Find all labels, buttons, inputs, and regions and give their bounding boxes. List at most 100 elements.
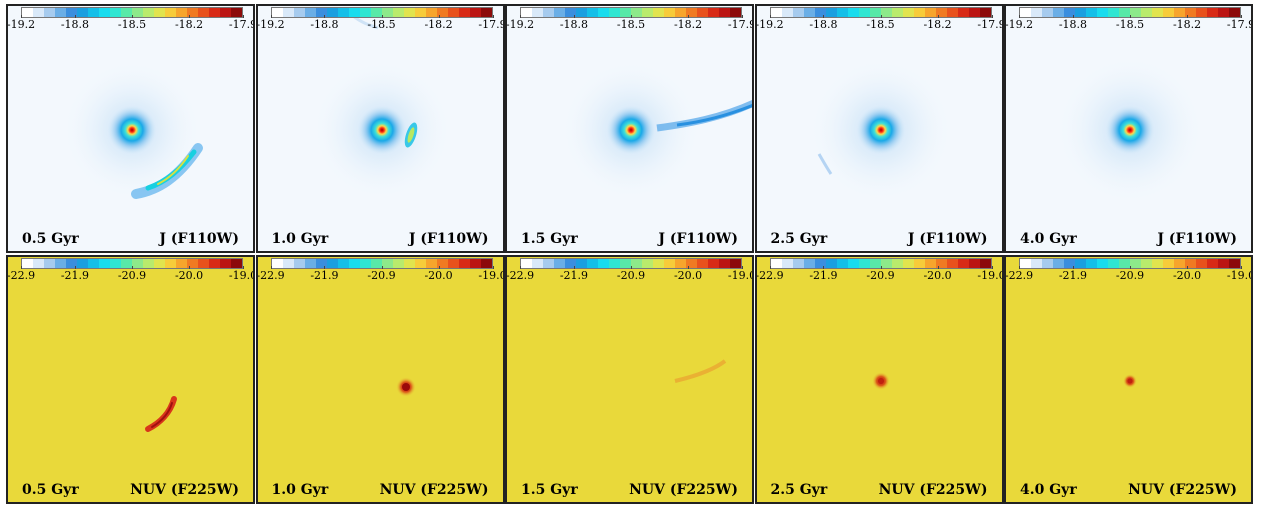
- time-label: 1.0 Gyr: [271, 231, 329, 247]
- colorbar-swatch: [1196, 259, 1207, 268]
- tick-mark: [991, 15, 993, 18]
- colorbar-swatch: [847, 259, 859, 268]
- colorbar-swatch: [642, 8, 653, 17]
- tick-label: -21.9: [60, 269, 90, 282]
- colorbar-swatch: [825, 259, 837, 268]
- colorbar-swatch: [209, 8, 220, 17]
- colorbar-swatch: [436, 259, 448, 268]
- colorbar-swatch: [968, 259, 980, 268]
- panel-nuv-3: -22.9 -21.9 -20.9 -20.0 -19.0 2.5 Gyr NUV (F…: [754, 255, 1004, 504]
- colorbar-swatch: [891, 259, 903, 268]
- tick-mark: [1130, 15, 1131, 18]
- tick-mark: [1019, 15, 1020, 18]
- tick-mark: [937, 15, 939, 18]
- colorbar-swatch: [924, 259, 936, 268]
- tick-label: -19.2: [755, 18, 784, 31]
- tick-mark: [742, 266, 743, 269]
- tick-mark: [438, 266, 440, 269]
- colorbar-swatch: [587, 259, 598, 268]
- colorbar-swatch: [957, 8, 969, 17]
- tick-mark: [769, 266, 771, 269]
- tick-label: -21.9: [559, 269, 589, 282]
- colorbar-swatch: [337, 259, 349, 268]
- colorbar-swatch: [587, 8, 598, 17]
- colorbar-swatch: [1108, 8, 1119, 17]
- colorbar-swatch: [532, 259, 543, 268]
- tick-mark: [880, 266, 882, 269]
- tick-mark: [438, 15, 440, 18]
- colorbar-swatch: [836, 259, 848, 268]
- colorbar-ticks: -22.9 -21.9 -20.9 -20.0 -19.0: [1006, 266, 1251, 289]
- tick-label: -18.8: [809, 18, 838, 31]
- tick-label: -19.0: [977, 269, 1004, 282]
- time-label: 0.5 Gyr: [22, 482, 79, 498]
- colorbar-swatch: [781, 8, 793, 17]
- colorbar-swatch: [686, 8, 697, 17]
- figure-grid: -19.2 -18.8 -18.5 -18.2 -17.9 0.5 Gyr J (F11…: [6, 4, 1254, 504]
- tick-label: -20.0: [673, 269, 703, 282]
- tick-label: -18.5: [367, 18, 396, 31]
- colorbar-swatch: [326, 8, 338, 17]
- colorbar-swatch: [231, 8, 242, 17]
- colorbar-swatch: [803, 259, 815, 268]
- tick-label: -18.2: [923, 18, 952, 31]
- colorbar-swatch: [532, 8, 543, 17]
- tick-label: -20.9: [616, 269, 646, 282]
- panel-nuv-1: -22.9 -21.9 -20.9 -20.0 -19.0 1.0 Gyr NUV (F…: [255, 255, 505, 504]
- colorbar-swatch: [1207, 8, 1218, 17]
- colorbar-swatch: [957, 259, 969, 268]
- colorbar-swatch: [315, 259, 327, 268]
- row-nuv-band: -22.9 -21.9 -20.9 -20.0 -19.0 0.5 Gyr NUV (F…: [6, 255, 1254, 504]
- tick-mark: [74, 266, 76, 269]
- tick-label: -18.8: [310, 18, 339, 31]
- tick-mark: [520, 266, 521, 269]
- galaxy-image: [8, 257, 253, 502]
- tick-mark: [243, 15, 244, 18]
- colorbar-swatch: [33, 8, 44, 17]
- panel-j-3: -19.2 -18.8 -18.5 -18.2 -17.9 2.5 Gyr J (F11…: [754, 4, 1004, 253]
- colorbar-swatch: [814, 259, 826, 268]
- colorbar-swatch: [1064, 259, 1075, 268]
- band-label: J (F110W): [658, 231, 738, 247]
- tick-mark: [1072, 266, 1074, 269]
- tick-label: -22.9: [256, 269, 285, 282]
- colorbar-swatch: [414, 8, 426, 17]
- colorbar-swatch: [792, 8, 804, 17]
- colorbar: [769, 258, 992, 269]
- colorbar-swatch: [653, 8, 664, 17]
- galaxy-image: [1006, 6, 1251, 251]
- tick-mark: [937, 266, 939, 269]
- tick-label: -19.0: [727, 269, 754, 282]
- colorbar-ticks: -19.2 -18.8 -18.5 -18.2 -17.9: [1006, 15, 1251, 38]
- colorbar-swatch: [1207, 259, 1218, 268]
- colorbar-swatch: [55, 259, 66, 268]
- galaxy-image: [507, 6, 752, 251]
- colorbar-swatch: [66, 8, 77, 17]
- colorbar-swatch: [293, 259, 305, 268]
- colorbar-swatch: [403, 8, 415, 17]
- colorbar-swatch: [847, 8, 859, 17]
- colorbar-swatch: [521, 259, 532, 268]
- colorbar-swatch: [282, 259, 294, 268]
- colorbar-swatch: [326, 259, 338, 268]
- colorbar-swatch: [198, 8, 209, 17]
- colorbar-swatch: [348, 8, 360, 17]
- galaxy-image: [8, 6, 253, 251]
- colorbar-swatch: [935, 259, 947, 268]
- tick-mark: [381, 266, 383, 269]
- colorbar-swatch: [121, 8, 132, 17]
- tick-mark: [270, 266, 272, 269]
- band-label: NUV (F225W): [379, 482, 489, 498]
- band-label: NUV (F225W): [629, 482, 738, 498]
- colorbar-swatch: [1174, 8, 1185, 17]
- colorbar-swatch: [609, 8, 620, 17]
- colorbar-swatch: [99, 8, 110, 17]
- colorbar-swatch: [110, 8, 121, 17]
- colorbar-ticks: -22.9 -21.9 -20.9 -20.0 -19.0: [256, 266, 503, 289]
- colorbar-swatch: [1163, 259, 1174, 268]
- colorbar-swatch: [1141, 8, 1152, 17]
- tick-mark: [1187, 266, 1189, 269]
- tick-label: -21.9: [1058, 269, 1088, 282]
- tick-label: -18.2: [673, 18, 703, 31]
- tick-label: -20.0: [1172, 269, 1202, 282]
